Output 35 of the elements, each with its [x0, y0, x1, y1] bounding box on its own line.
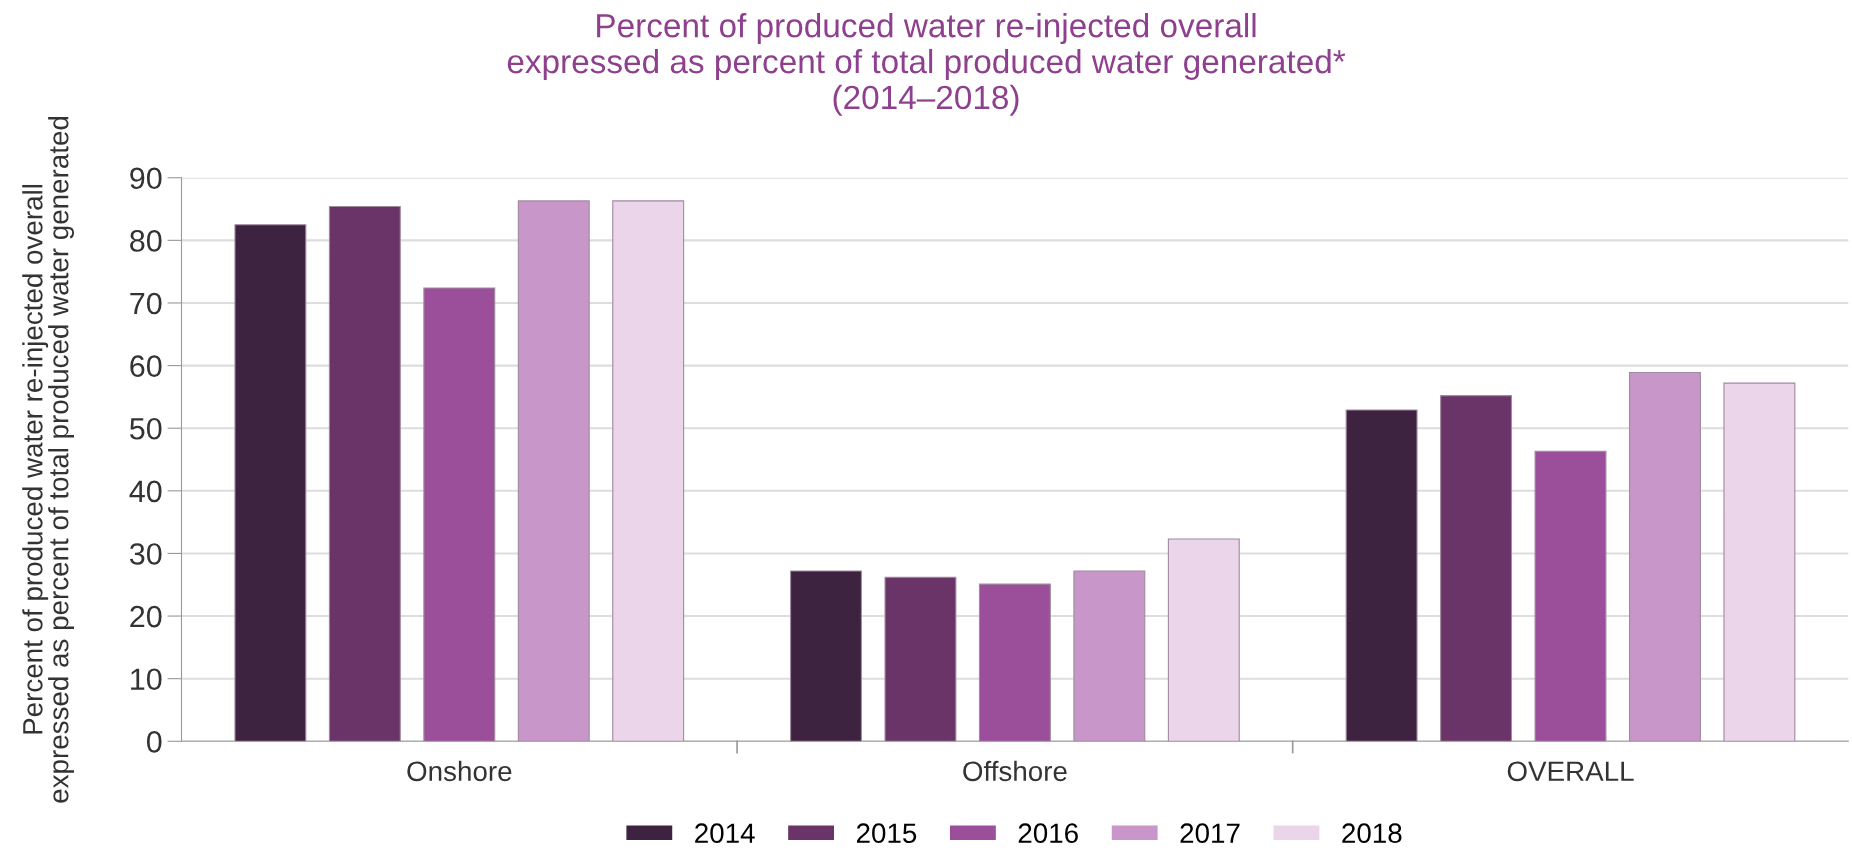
y-tick-label: 80: [130, 230, 162, 252]
legend-label: 2014: [695, 823, 755, 844]
bar: [423, 287, 496, 742]
legend-label: 2017: [1180, 823, 1240, 844]
x-tick-label: OVERALL: [1507, 761, 1634, 782]
y-tick-label: 10: [131, 668, 162, 691]
y-tick-label: 20: [130, 605, 162, 628]
bar: [790, 570, 862, 742]
bar: [612, 200, 685, 742]
y-tick-label: 40: [129, 480, 162, 503]
y-tick-label: 50: [129, 417, 162, 440]
bar: [884, 576, 957, 742]
x-tick-label: Onshore: [407, 760, 512, 782]
bar: [517, 200, 590, 742]
bar: [1073, 570, 1146, 742]
chart-title: Percent of produced water re-injected overall expressed as percent of total produced water generated* (2014–2018): [507, 13, 1346, 116]
bar: [1723, 382, 1796, 742]
legend-label: 2018: [1342, 823, 1402, 844]
bar: [234, 224, 307, 742]
legend-label: 2016: [1018, 823, 1078, 844]
x-tick-label: Offshore: [963, 760, 1067, 782]
y-tick-label: 30: [129, 543, 162, 565]
y-tick-label: 60: [130, 355, 162, 377]
bar: [1345, 409, 1418, 742]
bar: [1167, 538, 1240, 742]
bar: [1628, 371, 1701, 742]
bar: [1534, 450, 1607, 742]
bar: [978, 583, 1051, 742]
y-tick-label: 0: [146, 731, 162, 753]
y-axis-title: Percent of produced water re-injected overall expressed as percent of total produced water generated: [22, 116, 75, 803]
legend-label: 2015: [856, 823, 917, 844]
y-tick-label: 70: [130, 292, 162, 315]
y-tick-label: 90: [130, 167, 162, 190]
bar: [328, 205, 401, 742]
bar: [1440, 395, 1513, 742]
